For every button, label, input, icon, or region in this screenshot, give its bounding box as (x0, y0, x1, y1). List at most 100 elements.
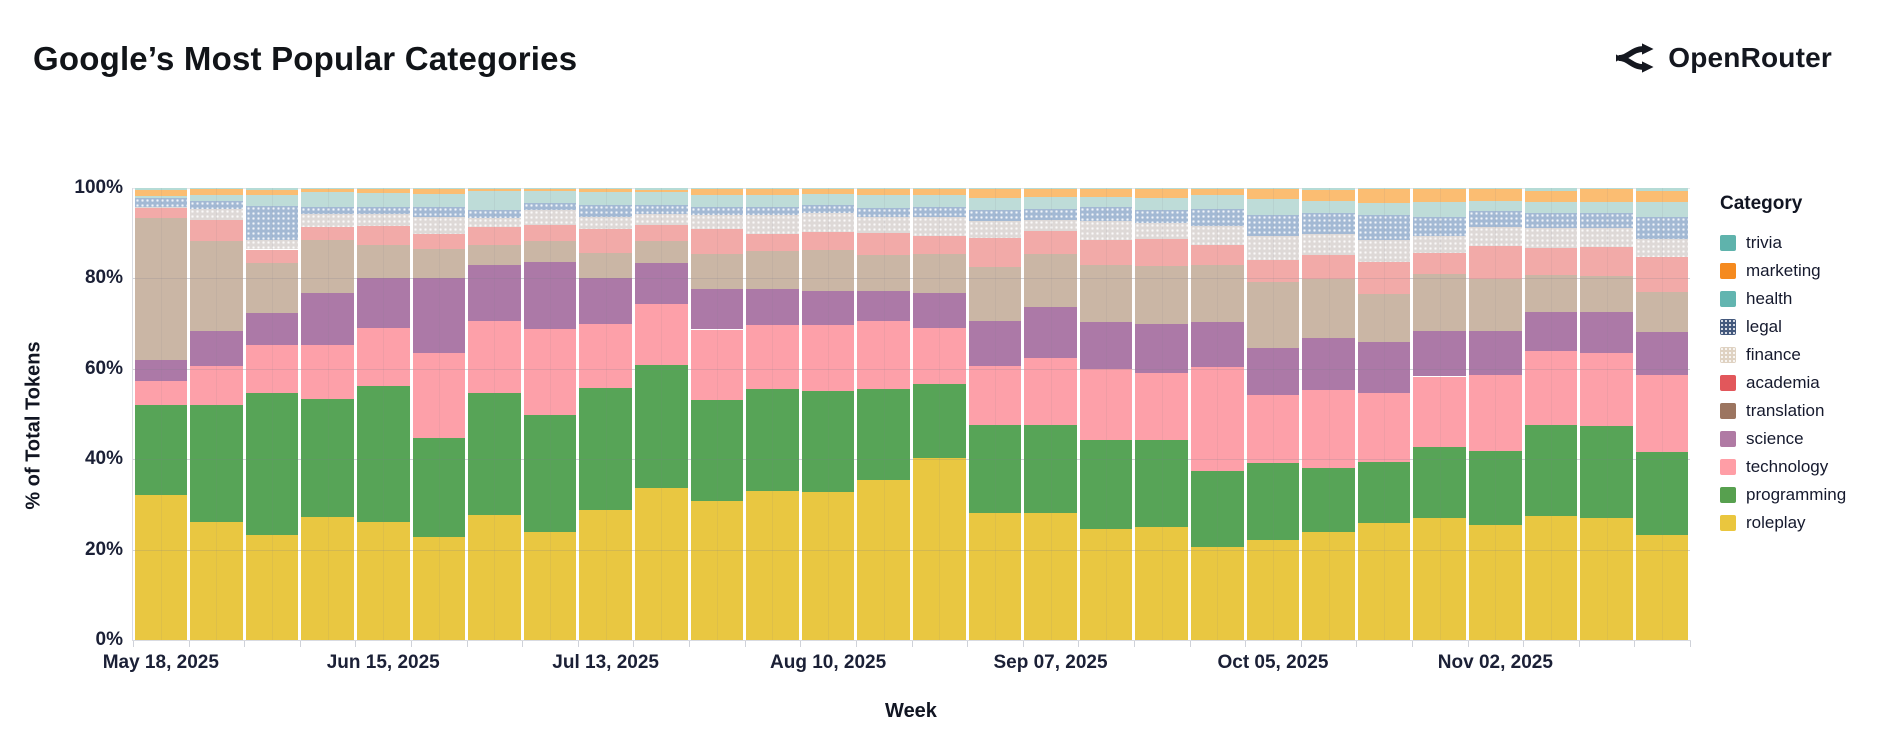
legend-item-health[interactable]: health (1720, 285, 1880, 313)
segment-programming[interactable] (1135, 440, 1189, 528)
segment-marketing[interactable] (1413, 188, 1467, 203)
segment-legal[interactable] (301, 206, 354, 214)
segment-technology[interactable] (857, 321, 910, 390)
segment-programming[interactable] (1413, 446, 1467, 518)
segment-finance[interactable] (190, 209, 243, 221)
segment-health[interactable] (1302, 200, 1355, 213)
segment-technology[interactable] (1191, 367, 1244, 471)
segment-finance[interactable] (356, 214, 410, 227)
bar-column-Jul-13-2025[interactable] (579, 188, 632, 640)
segment-legal[interactable] (634, 205, 688, 214)
segment-trivia[interactable] (1580, 188, 1633, 190)
segment-programming[interactable] (523, 415, 577, 532)
bar-column-Jun-01-2025[interactable] (245, 188, 299, 640)
segment-finance[interactable] (913, 217, 966, 237)
segment-legal[interactable] (968, 209, 1022, 221)
segment-legal[interactable] (523, 202, 577, 210)
segment-trivia[interactable] (1524, 188, 1578, 191)
segment-academia[interactable] (1635, 257, 1689, 293)
segment-science[interactable] (190, 330, 243, 367)
segment-trivia[interactable] (134, 188, 188, 191)
segment-marketing[interactable] (1635, 190, 1689, 203)
segment-programming[interactable] (190, 404, 243, 523)
segment-finance[interactable] (1135, 222, 1189, 240)
segment-legal[interactable] (1135, 209, 1189, 223)
segment-programming[interactable] (1469, 450, 1522, 526)
segment-science[interactable] (301, 293, 354, 346)
segment-translation[interactable] (190, 240, 243, 331)
segment-health[interactable] (245, 195, 299, 206)
segment-technology[interactable] (1357, 393, 1411, 462)
segment-roleplay[interactable] (1469, 525, 1522, 640)
segment-trivia[interactable] (245, 188, 299, 190)
segment-translation[interactable] (245, 263, 299, 314)
segment-legal[interactable] (857, 207, 910, 218)
segment-technology[interactable] (634, 304, 688, 365)
segment-roleplay[interactable] (1524, 516, 1578, 640)
segment-marketing[interactable] (746, 188, 799, 196)
segment-science[interactable] (245, 313, 299, 345)
segment-translation[interactable] (857, 254, 910, 291)
segment-science[interactable] (857, 290, 910, 322)
segment-health[interactable] (1135, 197, 1189, 210)
segment-programming[interactable] (1580, 426, 1633, 518)
segment-translation[interactable] (134, 218, 188, 361)
segment-health[interactable] (1024, 196, 1077, 209)
segment-marketing[interactable] (634, 189, 688, 193)
segment-programming[interactable] (1191, 470, 1244, 548)
legend-item-marketing[interactable]: marketing (1720, 257, 1880, 285)
segment-programming[interactable] (134, 404, 188, 496)
segment-finance[interactable] (801, 212, 855, 232)
bar-column-Jun-22-2025[interactable] (412, 188, 466, 640)
segment-programming[interactable] (1524, 425, 1578, 517)
bar-column-Jun-29-2025[interactable] (468, 188, 521, 640)
segment-translation[interactable] (1302, 278, 1355, 339)
segment-health[interactable] (1580, 202, 1633, 213)
segment-legal[interactable] (913, 206, 966, 218)
segment-science[interactable] (690, 288, 744, 330)
bar-column-Aug-31-2025[interactable] (968, 188, 1022, 640)
segment-legal[interactable] (1635, 216, 1689, 240)
segment-legal[interactable] (412, 207, 466, 218)
segment-science[interactable] (134, 360, 188, 382)
segment-marketing[interactable] (1580, 189, 1633, 203)
segment-technology[interactable] (801, 324, 855, 392)
bar-column-Oct-05-2025[interactable] (1246, 188, 1300, 640)
segment-finance[interactable] (245, 240, 299, 250)
segment-science[interactable] (1469, 330, 1522, 375)
segment-academia[interactable] (968, 238, 1022, 268)
segment-roleplay[interactable] (634, 488, 688, 640)
segment-programming[interactable] (913, 384, 966, 458)
segment-academia[interactable] (190, 220, 243, 241)
segment-academia[interactable] (301, 226, 354, 240)
segment-trivia[interactable] (356, 188, 410, 190)
segment-health[interactable] (857, 194, 910, 208)
legend-item-science[interactable]: science (1720, 425, 1880, 453)
segment-technology[interactable] (1580, 353, 1633, 427)
segment-health[interactable] (1524, 202, 1578, 213)
segment-translation[interactable] (968, 267, 1022, 321)
segment-technology[interactable] (913, 328, 966, 385)
segment-academia[interactable] (913, 236, 966, 254)
segment-health[interactable] (1079, 196, 1133, 208)
segment-translation[interactable] (1357, 294, 1411, 343)
bar-column-Jul-06-2025[interactable] (523, 188, 577, 640)
segment-legal[interactable] (1191, 208, 1244, 226)
segment-finance[interactable] (1024, 219, 1077, 231)
segment-technology[interactable] (579, 324, 632, 388)
segment-programming[interactable] (356, 385, 410, 523)
segment-marketing[interactable] (301, 189, 354, 192)
segment-roleplay[interactable] (913, 457, 966, 640)
segment-science[interactable] (801, 290, 855, 325)
segment-roleplay[interactable] (523, 531, 577, 640)
segment-translation[interactable] (1580, 276, 1633, 312)
bar-column-Sep-21-2025[interactable] (1135, 188, 1189, 640)
segment-legal[interactable] (468, 209, 521, 218)
segment-trivia[interactable] (412, 188, 466, 190)
segment-technology[interactable] (1413, 376, 1467, 447)
bar-column-Nov-16-2025[interactable] (1580, 188, 1633, 640)
segment-programming[interactable] (412, 437, 466, 538)
stacked-bar-plot[interactable] (133, 188, 1690, 640)
segment-health[interactable] (190, 194, 243, 201)
segment-technology[interactable] (1469, 374, 1522, 451)
